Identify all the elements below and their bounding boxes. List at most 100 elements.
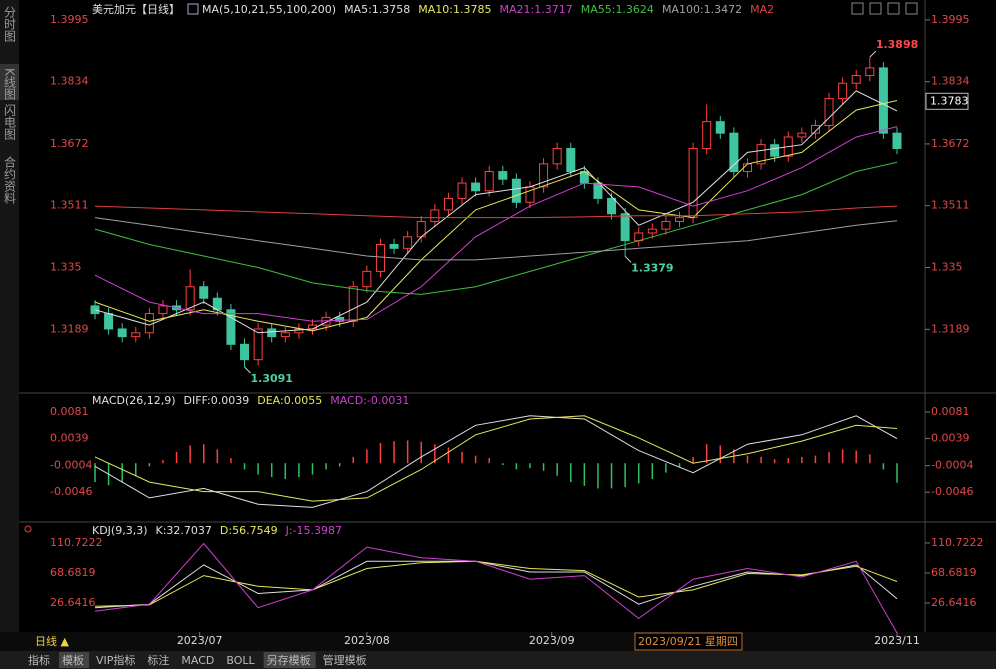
indicator-line	[94, 161, 898, 295]
tab[interactable]: BOLL	[226, 654, 255, 667]
crosshair-date: 2023/09/21 星期四	[638, 635, 738, 648]
date-box	[634, 632, 743, 651]
tab-bg[interactable]	[319, 652, 372, 668]
candle-body	[158, 305, 168, 315]
indicator-label: MA55:1.3624	[581, 3, 654, 16]
candle-body	[240, 343, 250, 361]
indicator-line	[94, 126, 898, 322]
y-tick-label: 0.0039	[931, 432, 970, 445]
bottom-bar	[0, 632, 996, 651]
candle-body	[742, 163, 752, 173]
y-tick-label-left: 26.6416	[50, 596, 96, 609]
tab[interactable]: VIP指标	[96, 653, 135, 667]
indicator-label: D:56.7549	[220, 524, 278, 537]
candle-body	[131, 332, 141, 338]
tab-bg[interactable]	[263, 652, 316, 668]
candle-body	[838, 82, 848, 100]
indicator-label: KDJ(9,3,3)	[92, 524, 148, 537]
candle-body	[675, 217, 685, 222]
sidebar-active	[0, 64, 19, 100]
indicator-label: MA10:1.3785	[418, 3, 491, 16]
y-tick-label-left: 1.3511	[50, 199, 89, 212]
indicator-label: MA(5,10,21,55,100,200)	[202, 3, 336, 16]
ma-icon	[187, 3, 199, 15]
annotation-pointer	[624, 256, 632, 263]
indicator-line	[94, 415, 898, 502]
tab-bg[interactable]	[144, 652, 175, 668]
candle-body	[511, 178, 521, 203]
candle-body	[104, 313, 114, 330]
annotation-label: 1.3379	[631, 261, 673, 274]
y-tick-label: 1.3834	[931, 75, 970, 88]
x-tick-label: 2023/08	[344, 634, 390, 647]
candle-body	[715, 121, 725, 134]
candle-body	[117, 328, 127, 338]
tab[interactable]: 另存模板	[267, 653, 311, 667]
candle-body	[457, 182, 467, 199]
candle-body	[90, 305, 100, 315]
sidebar-tab[interactable]: 闪电图	[3, 104, 17, 140]
tab[interactable]: 指标	[28, 653, 50, 667]
candle-body	[661, 220, 671, 230]
candle-body	[810, 124, 820, 134]
tab-bg[interactable]	[223, 652, 260, 668]
settings-icon[interactable]	[24, 525, 32, 533]
candle-body	[348, 286, 358, 322]
tab-bg[interactable]	[93, 652, 141, 668]
y-tick-label: 1.3672	[931, 137, 970, 150]
annotation-label: 1.3091	[251, 372, 293, 385]
sidebar-tab[interactable]: 分时图	[3, 6, 17, 42]
y-tick-label: 110.7222	[931, 536, 984, 549]
last-price-label: 1.3783	[930, 94, 969, 107]
y-tick-label: 0.0081	[931, 405, 970, 418]
indicator-label: DIFF:0.0039	[184, 394, 250, 407]
y-tick-label: 1.3511	[931, 199, 970, 212]
y-tick-label: 1.335	[931, 261, 963, 274]
tab[interactable]: 管理模板	[323, 653, 367, 667]
indicator-line	[94, 217, 898, 261]
indicator-line	[94, 90, 898, 334]
candle-body	[770, 144, 780, 157]
candle-body	[335, 316, 345, 322]
tab[interactable]: MACD	[181, 654, 214, 667]
y-tick-label: 1.3995	[931, 13, 970, 26]
sidebar	[0, 0, 19, 632]
candle-body	[539, 163, 549, 188]
candle-body	[253, 328, 263, 361]
tab[interactable]: 模板	[62, 653, 84, 667]
candle-body	[797, 132, 807, 138]
candle-body	[430, 209, 440, 222]
y-tick-label: -0.0004	[931, 459, 973, 472]
sidebar-tab[interactable]: 合约资料	[3, 155, 17, 204]
candle-body	[566, 148, 576, 173]
candle-body	[647, 228, 657, 234]
candle-body	[552, 148, 562, 165]
candle-body	[593, 182, 603, 199]
tab-bg[interactable]	[178, 652, 220, 668]
y-tick-label-left: 0.0039	[50, 432, 89, 445]
y-tick-label-left: 0.0081	[50, 405, 89, 418]
toolbar-icons[interactable]	[851, 2, 918, 15]
candle-body	[756, 144, 766, 165]
candle-body	[389, 243, 399, 249]
indicator-label: MA100:1.3472	[662, 3, 742, 16]
candle-body	[865, 67, 875, 77]
period-label[interactable]: 日线 ▲	[35, 634, 69, 648]
tab[interactable]: 标注	[147, 653, 169, 667]
candle-body	[824, 98, 834, 126]
indicator-label: MA2	[750, 3, 774, 16]
candle-body	[878, 67, 888, 134]
tab-bg[interactable]	[59, 652, 89, 668]
indicator-label: MA21:1.3717	[500, 3, 573, 16]
indicator-line	[94, 560, 898, 607]
last-price-box	[925, 92, 969, 110]
indicator-label: DEA:0.0055	[257, 394, 322, 407]
tab-bg[interactable]	[25, 652, 55, 668]
indicator-label: K:32.7037	[156, 524, 212, 537]
annotation-label: 1.3898	[876, 38, 918, 51]
y-tick-label-left: -0.0046	[50, 485, 92, 498]
sidebar-tab[interactable]: K线图	[3, 68, 17, 100]
candle-body	[307, 324, 317, 330]
candle-body	[498, 171, 508, 180]
